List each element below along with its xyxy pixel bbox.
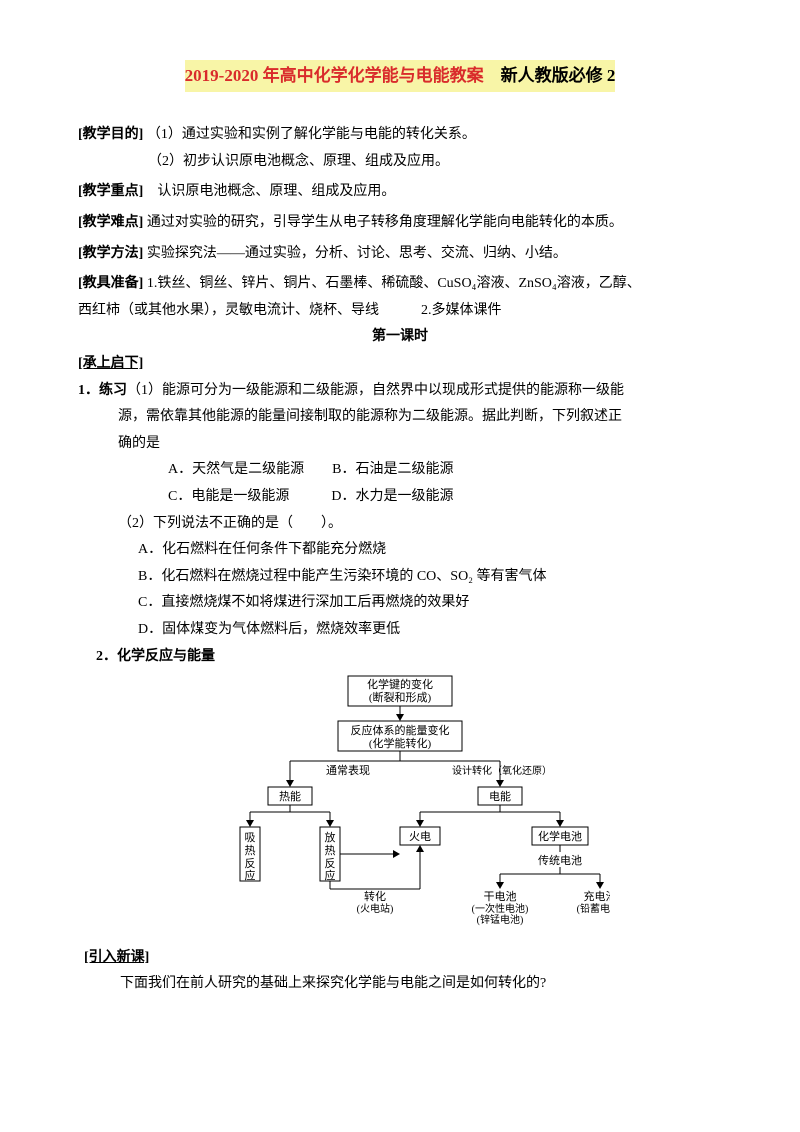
diff-text: 通过对实验的研究，引导学生从电子转移角度理解化学能向电能转化的本质。 (143, 215, 623, 230)
ex1-opt1cd: C．电能是一级能源 D．水力是一级能源 (78, 484, 722, 511)
title-red: 年高中化学化学能与电能教案 (258, 66, 483, 85)
focus-line: [教学重点] 认识原电池概念、原理、组成及应用。 (78, 179, 722, 206)
d-fire: 火电 (409, 830, 431, 843)
svg-text:热: 热 (245, 844, 256, 857)
svg-text:反: 反 (245, 857, 256, 870)
bridge-label: [承上启下] (78, 351, 143, 378)
d-trad: 传统电池 (538, 854, 582, 867)
ex1-o2b: B．化石燃料在燃烧过程中能产生污染环境的 CO、SO₂ 等有害气体 (78, 564, 722, 591)
ex1-q1c: 确的是 (78, 431, 722, 458)
svg-text:热: 热 (325, 844, 336, 857)
goal-line2: （2）初步认识原电池概念、原理、组成及应用。 (78, 149, 722, 176)
intro-label: [引入新课] (84, 950, 149, 965)
svg-text:放: 放 (325, 830, 336, 844)
ex1-q1a: （1）能源可分为一级能源和二级能源，自然界中以现成形式提供的能源称一级能 (127, 383, 624, 398)
prep-label: [教具准备] (78, 276, 143, 291)
diff-label: [教学难点] (78, 215, 143, 230)
d-conva: 转化 (364, 889, 386, 903)
svg-text:反: 反 (325, 857, 336, 870)
d-n1a: 化学键的变化 (367, 677, 433, 691)
d-chga: 充电池 (584, 889, 611, 903)
goal-line1: [教学目的] （1）通过实验和实例了解化学能与电能的转化关系。 (78, 122, 722, 149)
ex2-head: 2．化学反应与能量 (78, 644, 722, 671)
title-wrap: 2019-2020 年高中化学化学能与电能教案 新人教版必修 2 (78, 60, 722, 118)
focus-label: [教学重点] (78, 184, 143, 199)
d-n2b: (化学能转化) (369, 736, 432, 750)
d-dryc: (锌锰电池) (477, 913, 524, 926)
d-chgb: (铅蓄电池) (577, 902, 610, 915)
d-n1b: (断裂和形成) (369, 690, 432, 704)
svg-text:应: 应 (245, 868, 256, 882)
ex1-block: 1．练习（1）能源可分为一级能源和二级能源，自然界中以现成形式提供的能源称一级能 (78, 378, 722, 405)
title-year: 2019-2020 (185, 66, 259, 85)
goal-label: [教学目的] (78, 127, 143, 142)
ex1-q1b: 源，需依靠其他能源的能量间接制取的能源称为二级能源。据此判断，下列叙述正 (78, 404, 722, 431)
diagram: 化学键的变化 (断裂和形成) 反应体系的能量变化 (化学能转化) 通常表现 设计… (78, 674, 722, 945)
ex1-opt1ab: A．天然气是二级能源 B．石油是二级能源 (78, 457, 722, 484)
d-dryb: (一次性电池) (472, 902, 529, 915)
d-heat: 热能 (279, 789, 301, 803)
ex1-q2: （2）下列说法不正确的是（ ）。 (78, 511, 722, 538)
goal-text1: （1）通过实验和实例了解化学能与电能的转化关系。 (147, 127, 476, 142)
method-line: [教学方法] 实验探究法——通过实验，分析、讨论、思考、交流、归纳、小结。 (78, 241, 722, 268)
prep-text1: 1.铁丝、铜丝、锌片、铜片、石墨棒、稀硫酸、CuSO₄溶液、ZnSO₄溶液，乙醇… (143, 276, 640, 291)
d-midl: 通常表现 (326, 763, 370, 777)
ex1-o2c: C．直接燃烧煤不如将煤进行深加工后再燃烧的效果好 (78, 590, 722, 617)
focus-text: 认识原电池概念、原理、组成及应用。 (157, 184, 395, 199)
page-title: 2019-2020 年高中化学化学能与电能教案 新人教版必修 2 (185, 60, 616, 92)
d-drya: 干电池 (484, 890, 517, 903)
d-n2a: 反应体系的能量变化 (351, 723, 450, 737)
intro-body: 下面我们在前人研究的基础上来探究化学能与电能之间是如何转化的? (78, 971, 722, 998)
ex1-o2a: A．化石燃料在任何条件下都能充分燃烧 (78, 537, 722, 564)
title-black: 新人教版必修 2 (484, 66, 616, 85)
svg-text:应: 应 (325, 868, 336, 882)
prep-line2: 西红柿（或其他水果），灵敏电流计、烧杯、导线 2.多媒体课件 (78, 298, 722, 325)
ex1-o2d: D．固体煤变为气体燃料后，燃烧效率更低 (78, 617, 722, 644)
intro-label-wrap: [引入新课] (78, 945, 722, 972)
svg-text:吸: 吸 (245, 832, 256, 844)
period-title: 第一课时 (78, 324, 722, 351)
d-midr: 设计转化（氧化还原） (452, 764, 552, 777)
ex1-head: 1．练习 (78, 383, 127, 398)
d-convb: (火电站) (357, 902, 394, 915)
diff-line: [教学难点] 通过对实验的研究，引导学生从电子转移角度理解化学能向电能转化的本质… (78, 210, 722, 237)
method-text: 实验探究法——通过实验，分析、讨论、思考、交流、归纳、小结。 (147, 246, 567, 261)
d-elec: 电能 (489, 789, 511, 803)
d-chembatt: 化学电池 (538, 829, 582, 843)
method-label: [教学方法] (78, 246, 143, 261)
prep-line1: [教具准备] 1.铁丝、铜丝、锌片、铜片、石墨棒、稀硫酸、CuSO₄溶液、ZnS… (78, 271, 722, 298)
